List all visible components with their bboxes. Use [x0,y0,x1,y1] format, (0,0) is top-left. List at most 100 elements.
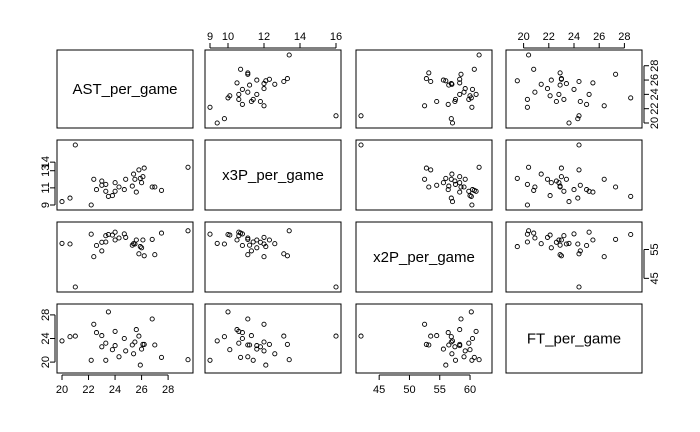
point-r0-c3-25 [531,66,537,72]
point-r3-c1-4 [207,357,213,363]
point-r0-c2-18 [440,77,446,83]
point-r3-c2-11 [467,347,473,353]
point-r3-c1-21 [247,342,253,348]
point-r0-c1-26 [261,81,267,87]
point-r1-c3-3 [576,142,582,148]
point-r3-c0-0 [59,338,65,344]
point-r2-c0-29 [91,254,97,260]
point-r1-c2-8 [445,187,451,193]
point-r0-c1-19 [266,76,272,82]
axis-tick-label-top-1-1: 10 [222,31,234,43]
point-r1-c3-14 [544,176,551,182]
point-r2-c3-16 [576,251,582,257]
point-r3-c0-22 [141,341,147,347]
point-r1-c3-17 [514,175,520,181]
point-r1-c2-3 [358,142,364,148]
point-r3-c2-28 [452,357,459,363]
point-r1-c3-1 [526,164,532,170]
point-r1-c0-25 [158,187,165,193]
point-r1-c2-22 [423,165,429,171]
point-r0-c2-20 [457,80,463,86]
point-r2-c1-7 [248,248,254,254]
point-r1-c0-5 [99,178,105,184]
point-r3-c1-22 [284,341,290,347]
point-r1-c0-12 [112,188,118,194]
point-r2-c3-24 [557,252,563,258]
point-r0-c1-24 [245,70,251,76]
point-r2-c1-15 [272,241,278,247]
point-r3-c2-17 [443,362,449,368]
point-r0-c1-22 [284,76,290,82]
point-r0-c2-12 [473,91,479,97]
point-r2-c0-25 [158,230,165,236]
point-r3-c1-18 [254,346,260,352]
point-r1-c0-18 [139,180,145,186]
point-r2-c3-28 [524,239,530,245]
point-r3-c2-21 [446,342,452,348]
point-r2-c0-2 [67,241,73,247]
point-r0-c3-22 [558,76,564,82]
point-r1-c0-13 [116,184,122,190]
point-r3-c2-12 [473,328,479,334]
point-r3-c2-3 [358,333,364,339]
point-r0-c1-1 [286,52,292,58]
panel-frame-r2-c0 [56,221,194,293]
point-r2-c3-18 [548,245,554,251]
point-r2-c0-6 [103,233,109,239]
point-r2-c1-2 [221,241,227,247]
point-r1-c0-0 [59,199,65,205]
point-r2-c3-7 [577,248,583,254]
point-r1-c0-27 [121,187,127,193]
point-r1-c0-3 [72,142,78,148]
point-r0-c3-29 [601,103,607,109]
axis-tick-label-top-1-4: 16 [330,31,342,43]
point-r1-c0-26 [132,176,138,182]
point-r0-c2-27 [469,86,476,92]
axis-tick-label-left-1-2: 13 [40,165,52,177]
panel-frame-r3-c0 [56,303,194,374]
point-r1-c3-18 [548,180,554,186]
point-r0-c3-16 [576,78,582,85]
point-r2-c3-15 [538,241,544,247]
axis-tick-label-right-0-1: 22 [649,103,661,115]
point-r2-c3-11 [547,232,553,238]
point-r0-c2-7 [434,98,440,105]
point-r3-c0-24 [152,342,158,348]
point-r2-c3-19 [558,237,564,243]
panel-frame-r0-c2 [355,49,493,129]
axis-tick-label-top-1-3: 14 [294,31,306,43]
point-r1-c3-28 [524,181,530,187]
point-r0-c3-3 [576,113,582,119]
point-r1-c3-16 [576,167,582,173]
axis-tick-label-bottom-0-3: 26 [135,384,147,396]
point-r3-c1-2 [221,334,227,340]
point-r0-c2-23 [458,71,464,77]
point-r1-c0-20 [133,189,139,195]
axis-tick-label-left-1-1: 11 [40,182,52,193]
point-r3-c2-26 [448,339,454,345]
point-r1-c0-8 [93,187,100,193]
point-r1-c0-11 [109,193,115,199]
point-r2-c0-4 [88,231,94,237]
point-r1-c0-29 [91,176,97,182]
point-r2-c0-27 [121,231,127,237]
point-r3-c1-11 [227,347,233,353]
point-r0-c2-28 [452,96,459,102]
point-r0-c3-17 [514,78,520,84]
point-r3-c0-16 [136,333,142,339]
point-r3-c0-5 [99,344,105,350]
point-r3-c0-3 [72,333,78,339]
axis-tick-label-bottom-2-1: 50 [403,384,415,396]
point-r0-c3-24 [557,70,563,76]
panel-frame-r0-c0 [56,49,194,129]
point-r3-c2-8 [445,330,451,336]
point-r1-c3-15 [538,171,544,177]
point-r0-c3-28 [524,96,530,102]
point-r0-c2-19 [457,76,463,82]
point-r3-c1-19 [266,341,272,347]
point-r1-c3-25 [531,187,537,193]
point-r2-c3-23 [613,236,619,242]
point-r3-c2-23 [458,316,464,322]
point-r3-c1-0 [214,338,220,344]
